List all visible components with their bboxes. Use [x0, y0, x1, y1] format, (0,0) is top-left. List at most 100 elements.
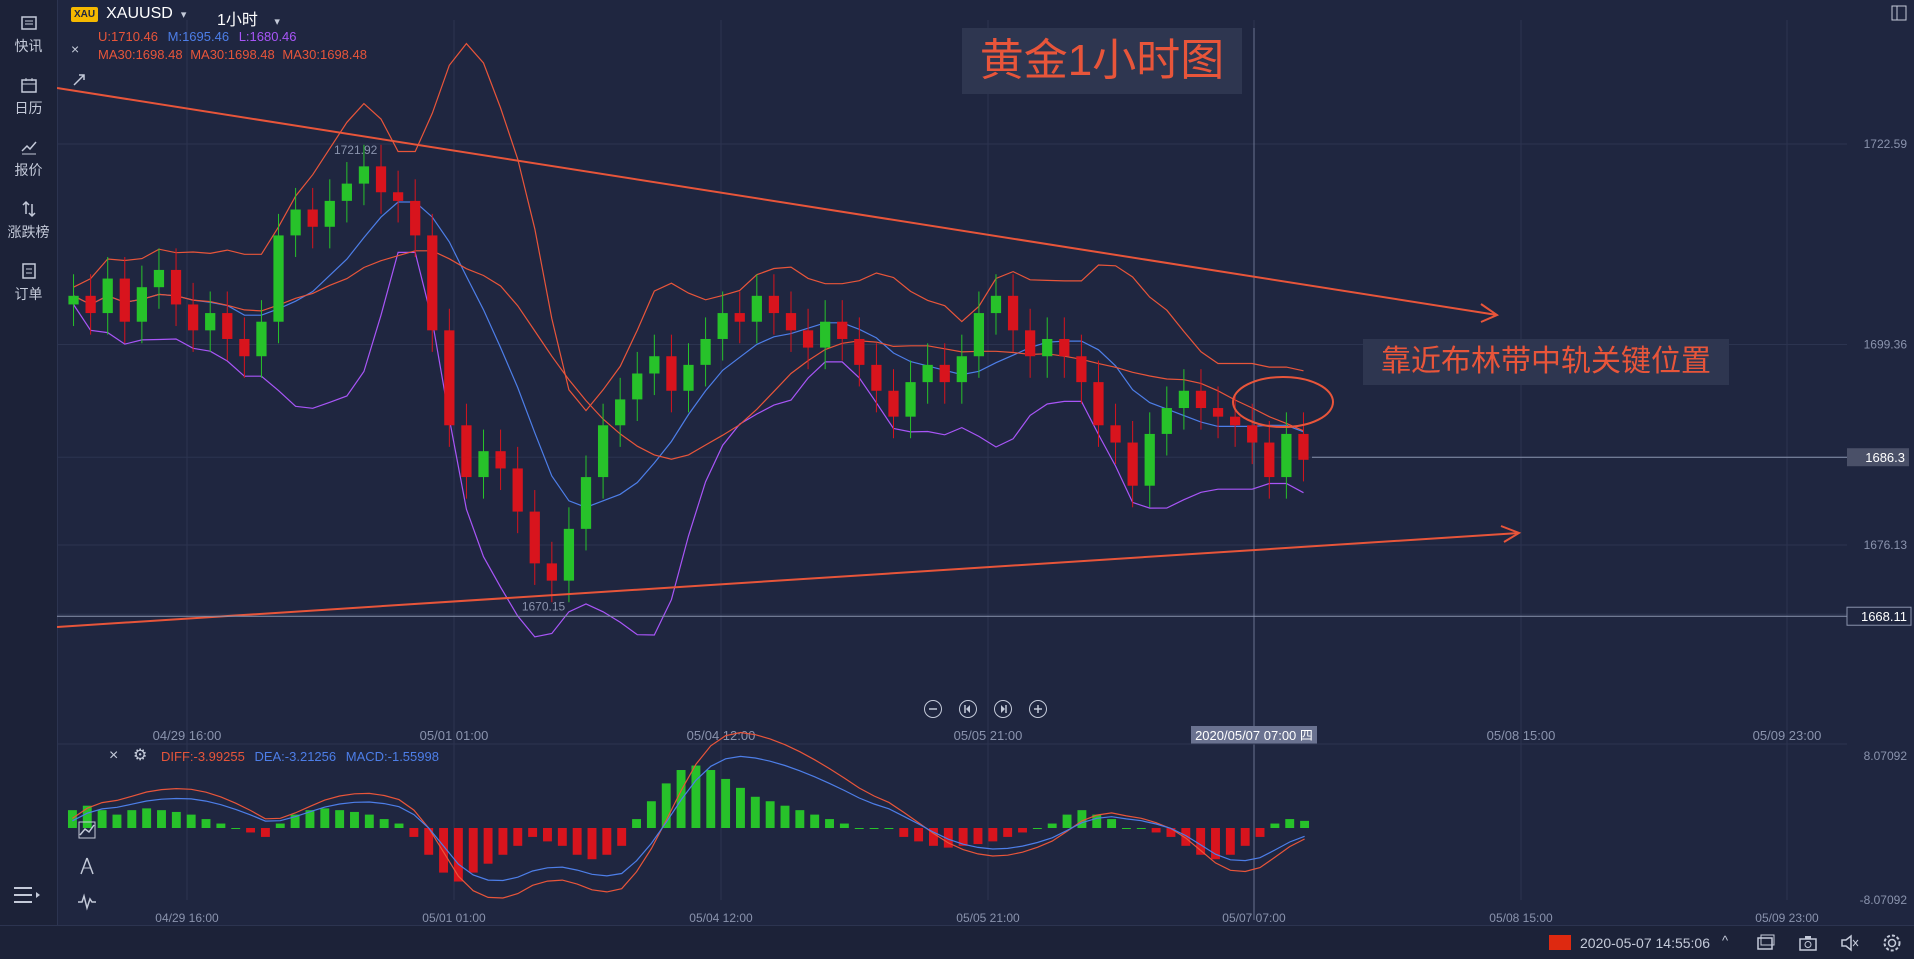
time-tick-label: 05/09 23:00 [1753, 728, 1822, 743]
macd-histogram-bar [439, 828, 449, 873]
bollinger-lower-line [72, 251, 1304, 638]
time-tick-label: 05/04 12:00 [687, 728, 756, 743]
candle-body [153, 269, 165, 288]
menu-icon [14, 887, 40, 903]
candle-body [649, 356, 660, 374]
chevron-down-icon: ▾ [274, 16, 280, 28]
candle-body [734, 313, 745, 322]
sidebar-item-label: 快讯 [14, 38, 43, 54]
sidebar-item-label: 订单 [14, 286, 43, 302]
window-icon[interactable] [1755, 932, 1777, 954]
macd-histogram-bar [1255, 828, 1265, 837]
candle-body [1007, 295, 1019, 331]
menu-button[interactable] [12, 885, 46, 909]
order-icon [21, 263, 36, 279]
expand-icon[interactable] [71, 72, 87, 88]
oscillator-icon[interactable] [77, 892, 97, 912]
macd-histogram-bar [290, 814, 300, 828]
candle-body [495, 451, 506, 469]
candle-body [768, 295, 780, 314]
settings-icon[interactable] [1881, 932, 1903, 954]
chevron-up-icon[interactable]: ^ [1722, 933, 1729, 948]
price-tick-label: 1722.59 [1864, 137, 1908, 151]
macd-histogram-bar [1077, 810, 1087, 828]
candle-body [222, 313, 233, 339]
sidebar-item-order[interactable]: 订单 [0, 262, 57, 304]
candle-body [922, 364, 933, 383]
macd-histogram-bar [617, 828, 627, 846]
highlight-ellipse [1232, 376, 1334, 428]
interval-label: 1小时 [217, 12, 258, 29]
sidebar-item-quote[interactable]: 报价 [0, 138, 57, 180]
sidebar-item-updown[interactable]: 涨跌榜 [0, 200, 57, 242]
macd-histogram-bar [884, 828, 894, 829]
sidebar-item-news[interactable]: 快讯 [0, 14, 57, 56]
macd-time-tick-label: 05/07 07:00 [1222, 911, 1286, 925]
macd-diff-line [72, 731, 1305, 899]
ma-value: MA30:1698.48 [190, 47, 275, 62]
macd-histogram-bar [543, 828, 552, 842]
camera-icon[interactable] [1797, 932, 1819, 954]
macd-dea-line [72, 755, 1305, 882]
macd-readout: DIFF:-3.99255 DEA:-3.21256 MACD:-1.55998 [161, 749, 439, 764]
interval-selector[interactable]: 1小时 ▾ [217, 6, 280, 30]
scroll-end-button[interactable] [993, 699, 1013, 719]
candle-body [717, 313, 728, 339]
macd-histogram-bar [1003, 828, 1013, 837]
panel-toggle-icon[interactable] [1890, 4, 1908, 22]
bb-upper: U:1710.46 [98, 29, 158, 44]
indicator-chart-icon[interactable] [77, 820, 97, 840]
candle-body [1230, 416, 1241, 426]
symbol-selector[interactable]: XAU XAUUSD ▾ [71, 5, 186, 23]
chart-title-annotation: 黄金1小时图 [962, 28, 1242, 94]
macd-histogram-bar [795, 810, 805, 828]
candle-body [802, 330, 814, 348]
macd-time-tick-label: 04/29 16:00 [155, 911, 219, 925]
macd-axis: 8.07092 -8.07092 [1860, 749, 1908, 907]
bb-middle: M:1695.46 [167, 29, 230, 44]
zoom-out-button[interactable] [923, 699, 943, 719]
macd-histogram-bar [602, 828, 612, 855]
macd-tick-label: 8.07092 [1864, 749, 1908, 763]
macd-histogram-bar [1136, 828, 1146, 829]
candle-body [956, 356, 967, 383]
grid-lines [57, 20, 1847, 920]
macd-histogram-bar [67, 810, 77, 828]
macd-histogram-bar [513, 828, 523, 846]
sidebar-item-calendar[interactable]: 日历 [0, 76, 57, 118]
calendar-icon [20, 78, 37, 93]
macd-histogram-bar [142, 808, 152, 828]
sidebar-item-label: 日历 [14, 100, 43, 116]
high-price-label: 1721.92 [334, 143, 378, 157]
close-icon[interactable]: × [71, 41, 80, 57]
horizontal-level-tag [1846, 606, 1912, 626]
ma-value: MA30:1698.48 [282, 47, 367, 62]
macd-histogram-bar [736, 787, 745, 828]
scroll-start-button[interactable] [958, 699, 978, 719]
gear-icon[interactable]: ⚙ [133, 747, 148, 764]
candle-body [512, 468, 523, 512]
macd-time-tick-label: 05/01 01:00 [422, 911, 486, 925]
candle-body [239, 338, 250, 357]
drawing-tool-icon[interactable] [77, 856, 97, 876]
macd-histogram-bar [706, 770, 716, 828]
close-icon[interactable]: × [109, 747, 119, 764]
candle-body [170, 269, 182, 305]
macd-tick-label: -8.07092 [1860, 893, 1908, 907]
ma-readout: MA30:1698.48 MA30:1698.48 MA30:1698.48 [98, 47, 367, 62]
candle-body [392, 192, 404, 201]
chart-area[interactable]: 1721.92 1670.15 1722.59 1699.36 1676.13 1686… [57, 0, 1914, 925]
zoom-in-button[interactable] [1028, 699, 1048, 719]
chart-canvas[interactable]: 1721.92 1670.15 1722.59 1699.36 1676.13 1686… [57, 0, 1914, 925]
symbol-badge: XAU [71, 6, 99, 22]
macd-histogram-bar [810, 814, 820, 828]
price-axis: 1722.59 1699.36 1676.13 1686.3 1668.11 [57, 137, 1912, 626]
support-trendline [57, 532, 1520, 628]
candle-body [683, 364, 694, 391]
candle-body [854, 338, 865, 365]
candle-body [102, 278, 113, 314]
macd-histogram-bar [1107, 819, 1117, 828]
mute-icon[interactable] [1839, 932, 1861, 954]
candle-body [973, 313, 985, 357]
candle-body [871, 364, 882, 391]
